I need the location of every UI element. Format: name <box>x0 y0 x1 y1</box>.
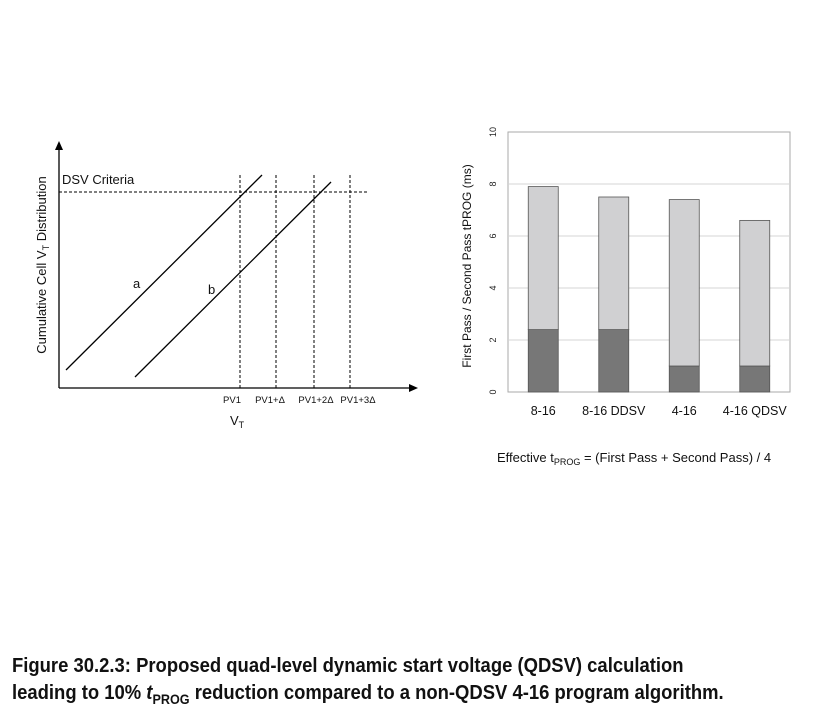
x-axis-arrow <box>409 384 418 392</box>
bar-first-2 <box>668 365 700 393</box>
y-axis-label: Cumulative Cell VT Distribution <box>34 176 51 353</box>
curve-a-label: a <box>133 276 141 291</box>
effective-tprog-note: Effective tPROG = (First Pass + Second P… <box>497 450 771 467</box>
bar-first-3 <box>739 365 771 393</box>
y-tick-label-2: 4 <box>488 285 498 290</box>
x-tick-label-1: 8-16 DDSV <box>582 404 646 418</box>
y-tick-label-4: 8 <box>488 181 498 186</box>
x-tick-label-0: 8-16 <box>531 404 556 418</box>
bar-second-3 <box>739 219 771 367</box>
x-tick-pv1: PV1 <box>223 395 241 406</box>
figure-caption: Figure 30.2.3: Proposed quad-level dynam… <box>12 652 743 713</box>
x-tick-pv1-plus-delta: PV1+Δ <box>255 395 286 406</box>
y-tick-label-5: 10 <box>488 127 498 137</box>
x-tick-label-3: 4-16 QDSV <box>723 404 788 418</box>
x-tick-pv1-plus-3delta: PV1+3Δ <box>340 395 376 406</box>
bar-chart: 0 2 4 6 8 10 8-16 8-16 DDSV 4-16 4-16 QDSV First… <box>460 127 791 418</box>
bar-second-2 <box>668 199 700 367</box>
bars-layer <box>527 186 771 393</box>
y-ticks-layer: 0 2 4 6 8 10 <box>488 127 498 395</box>
y-tick-label-0: 0 <box>488 389 498 394</box>
dsv-criteria-label: DSV Criteria <box>62 172 135 187</box>
y-axis-arrow <box>55 141 63 150</box>
bar-chart-y-axis-label: First Pass / Second Pass tPROG (ms) <box>460 164 474 367</box>
bar-second-1 <box>598 196 630 331</box>
bar-second-0 <box>527 186 559 331</box>
x-tick-label-2: 4-16 <box>672 404 697 418</box>
x-ticks-layer: 8-16 8-16 DDSV 4-16 4-16 QDSV <box>531 404 788 418</box>
caption-line-1: Figure 30.2.3: Proposed quad-level dynam… <box>12 654 684 677</box>
y-tick-label-1: 2 <box>488 337 498 342</box>
y-tick-label-3: 6 <box>488 233 498 238</box>
bar-first-1 <box>598 329 630 393</box>
x-tick-pv1-plus-2delta: PV1+2Δ <box>298 395 334 406</box>
bar-first-0 <box>527 329 559 393</box>
caption-line-2: leading to 10% tPROG reduction compared … <box>12 681 724 707</box>
curve-b <box>134 181 332 378</box>
curve-a <box>65 174 263 371</box>
curve-b-label: b <box>208 282 215 297</box>
x-axis-label: VT <box>230 413 245 430</box>
left-chart: DSV Criteria a b PV1 PV1+Δ PV1+2Δ PV1+3Δ… <box>34 141 418 430</box>
